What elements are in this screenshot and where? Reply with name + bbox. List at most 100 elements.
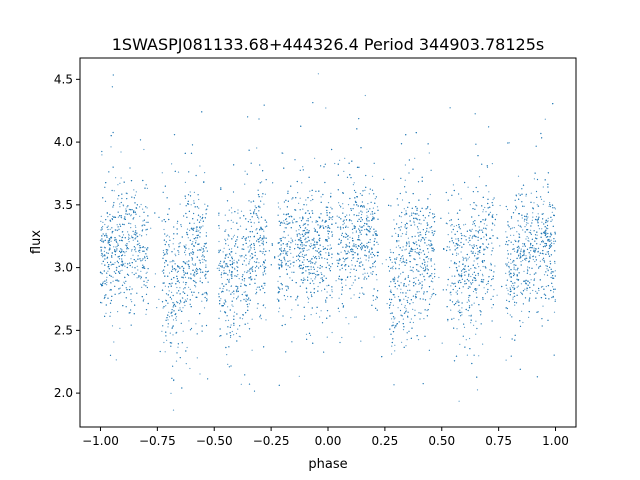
data-point [461, 314, 463, 316]
data-point [523, 205, 525, 207]
data-point [224, 303, 226, 305]
data-point [107, 270, 109, 272]
data-point [358, 265, 360, 267]
data-point [124, 262, 126, 264]
data-point [164, 351, 166, 353]
data-point [219, 310, 222, 312]
data-point [295, 243, 297, 245]
data-point [533, 178, 536, 180]
data-point [462, 269, 464, 271]
data-point [345, 284, 347, 286]
data-point [258, 218, 260, 220]
data-point [423, 318, 425, 320]
data-point [100, 254, 102, 256]
data-point [117, 216, 119, 218]
data-point [468, 285, 470, 288]
data-point [394, 344, 396, 346]
data-point [243, 256, 245, 258]
data-point [389, 312, 391, 315]
data-point [317, 285, 319, 288]
data-point [198, 259, 200, 261]
data-point [392, 268, 394, 270]
data-point [128, 233, 130, 235]
data-point [183, 288, 185, 290]
data-point [414, 309, 416, 311]
data-point [202, 251, 204, 253]
data-point [276, 298, 278, 300]
data-point [233, 234, 235, 236]
data-point [532, 258, 534, 261]
data-point [506, 257, 509, 259]
data-point [407, 289, 409, 291]
data-point [461, 273, 463, 275]
data-point [227, 363, 229, 365]
data-point [201, 258, 203, 260]
data-point [430, 259, 432, 261]
data-point [175, 319, 177, 321]
data-point [464, 223, 467, 225]
data-point [477, 263, 479, 265]
data-point [194, 263, 196, 265]
data-point [505, 359, 507, 361]
data-point [453, 225, 455, 227]
data-point [421, 281, 423, 283]
data-point [507, 289, 509, 291]
data-point [413, 220, 415, 222]
data-point [204, 292, 206, 294]
data-point [190, 204, 192, 206]
data-point [245, 264, 247, 266]
data-point [392, 265, 394, 267]
data-point [139, 215, 141, 217]
data-point [520, 226, 522, 228]
data-point [475, 292, 477, 294]
data-point [366, 211, 368, 213]
data-point [520, 254, 522, 256]
data-point [367, 203, 369, 205]
data-point [287, 288, 289, 290]
data-point [277, 263, 279, 265]
data-point [410, 255, 412, 257]
data-point [347, 257, 349, 259]
data-point [103, 250, 105, 252]
data-point [230, 324, 232, 326]
data-point [320, 196, 322, 198]
data-point [298, 375, 300, 377]
data-point [414, 224, 416, 226]
data-point [516, 231, 518, 233]
data-point [358, 212, 360, 214]
data-point [521, 310, 523, 312]
data-point [145, 313, 147, 315]
data-point [142, 220, 144, 222]
data-point [118, 293, 120, 295]
data-point [303, 259, 305, 261]
data-point [291, 271, 293, 273]
data-point [508, 270, 510, 272]
data-point [509, 314, 511, 316]
data-point [469, 337, 471, 340]
data-point [458, 265, 460, 267]
data-point [260, 239, 262, 241]
data-point [141, 259, 143, 261]
data-point [263, 237, 265, 240]
data-point [323, 248, 326, 250]
data-point [245, 298, 247, 300]
data-point [542, 285, 544, 288]
data-point [252, 265, 254, 268]
data-point [299, 252, 301, 254]
data-point [481, 273, 484, 275]
data-point [419, 257, 421, 259]
data-point [167, 234, 169, 236]
data-point [514, 209, 517, 211]
data-point [249, 209, 251, 211]
data-point [233, 293, 235, 295]
data-point [530, 229, 532, 231]
data-point [430, 265, 433, 267]
data-point [418, 283, 420, 285]
data-point [248, 303, 250, 305]
data-point [508, 261, 510, 263]
data-point [476, 258, 478, 260]
data-point [523, 220, 526, 222]
data-point [146, 207, 148, 209]
data-point [264, 226, 266, 228]
data-point [389, 249, 391, 251]
